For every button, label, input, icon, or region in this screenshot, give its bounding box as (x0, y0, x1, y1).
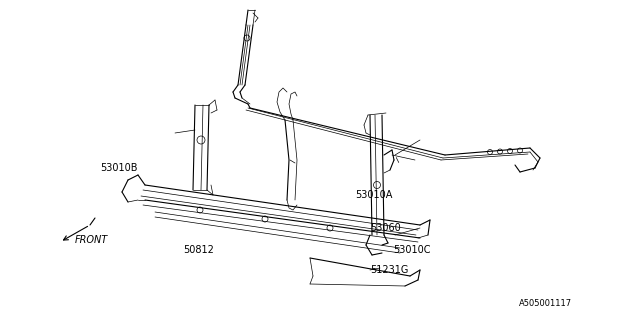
Text: 51231G: 51231G (370, 265, 408, 275)
Text: 50812: 50812 (183, 245, 214, 255)
Text: FRONT: FRONT (75, 235, 108, 245)
Text: 53010C: 53010C (393, 245, 431, 255)
Text: 53060: 53060 (370, 223, 401, 233)
Text: 53010B: 53010B (100, 163, 138, 173)
Text: A505001117: A505001117 (519, 299, 572, 308)
Text: 53010A: 53010A (355, 190, 392, 200)
